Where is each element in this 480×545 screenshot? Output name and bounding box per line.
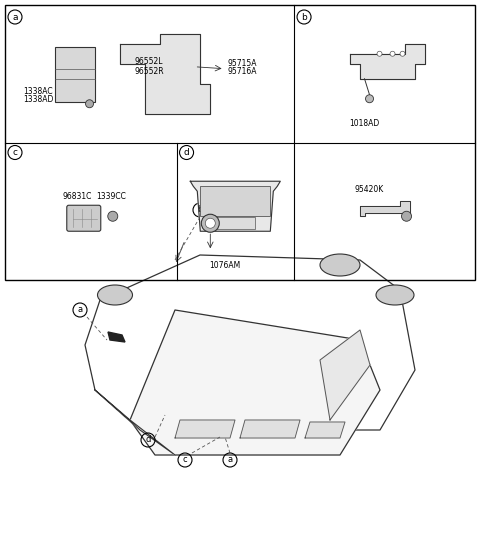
Text: 96552L: 96552L (134, 57, 163, 66)
Polygon shape (120, 34, 210, 114)
Text: b: b (197, 205, 203, 215)
Polygon shape (240, 420, 300, 438)
Ellipse shape (320, 254, 360, 276)
FancyBboxPatch shape (67, 205, 101, 231)
Circle shape (377, 51, 382, 56)
Text: a: a (12, 13, 18, 21)
Text: 1338AC: 1338AC (23, 87, 53, 96)
Polygon shape (360, 201, 409, 216)
Polygon shape (320, 330, 370, 420)
Circle shape (205, 218, 216, 228)
Text: d: d (184, 148, 190, 157)
Text: d: d (145, 435, 151, 445)
Polygon shape (95, 390, 175, 455)
Polygon shape (175, 420, 235, 438)
Ellipse shape (376, 285, 414, 305)
Text: c: c (12, 148, 17, 157)
Circle shape (85, 100, 94, 108)
Circle shape (108, 211, 118, 221)
Circle shape (201, 214, 219, 232)
Text: 95716A: 95716A (228, 67, 257, 76)
Circle shape (402, 211, 411, 221)
Polygon shape (349, 44, 424, 78)
Text: 96831C: 96831C (63, 192, 92, 201)
Circle shape (366, 95, 373, 103)
Ellipse shape (97, 285, 132, 305)
Text: a: a (228, 456, 233, 464)
Text: 1018AD: 1018AD (349, 119, 380, 128)
Text: 1076AM: 1076AM (210, 261, 241, 269)
Circle shape (400, 51, 405, 56)
Text: c: c (183, 456, 187, 464)
Bar (55, 47, 95, 102)
Text: 1339CC: 1339CC (96, 192, 126, 201)
Circle shape (390, 51, 395, 56)
Bar (216, 217, 255, 229)
Polygon shape (305, 422, 345, 438)
Bar (200, 186, 270, 216)
Polygon shape (108, 332, 125, 342)
Text: 1338AD: 1338AD (23, 95, 53, 104)
Polygon shape (190, 181, 280, 231)
Text: a: a (77, 306, 83, 314)
Bar (5, 5, 475, 280)
Text: 96552R: 96552R (134, 67, 164, 76)
Text: 95420K: 95420K (355, 185, 384, 194)
Text: b: b (301, 13, 307, 21)
Polygon shape (130, 310, 380, 455)
Text: 95715A: 95715A (228, 59, 257, 68)
